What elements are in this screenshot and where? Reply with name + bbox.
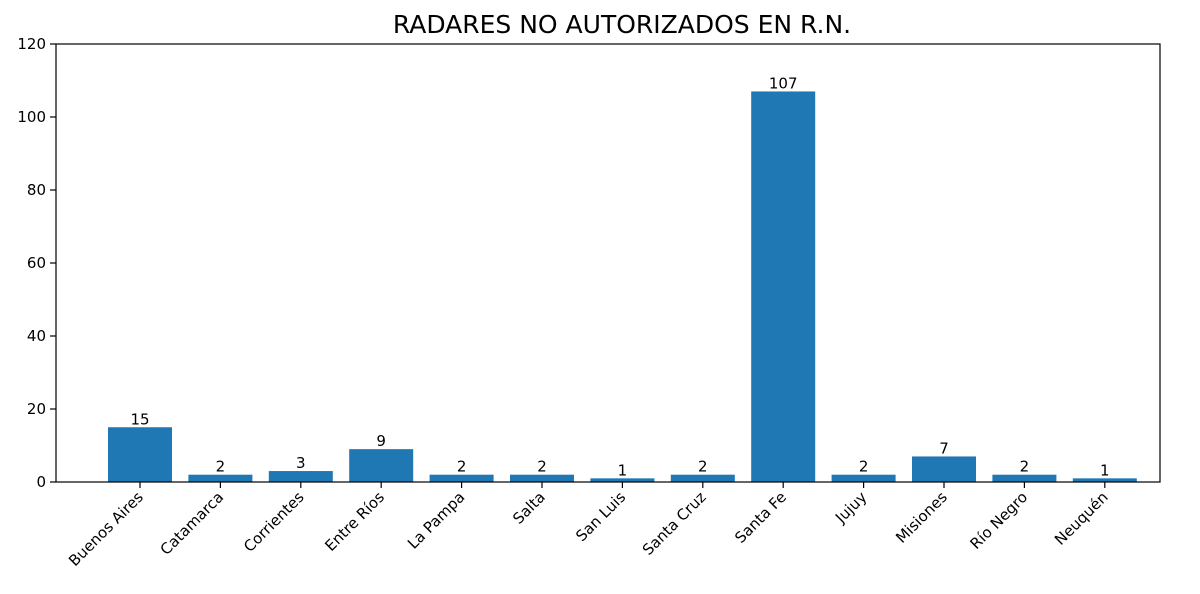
x-tick-label: Santa Cruz	[639, 488, 710, 559]
chart-title: RADARES NO AUTORIZADOS EN R.N.	[393, 10, 851, 39]
y-tick-label: 40	[27, 327, 46, 345]
y-axis: 0 20 40 60 80 100 120	[17, 35, 56, 491]
bar-value-label: 3	[296, 454, 306, 472]
plot-frame	[55, 43, 1161, 483]
bar	[992, 474, 1057, 482]
bar	[188, 474, 253, 482]
x-tick-label: Misiones	[892, 488, 951, 547]
bar	[831, 474, 896, 482]
x-tick-label: Corrientes	[240, 488, 308, 556]
x-tick-label: Santa Fe	[731, 488, 790, 547]
bar-value-label: 2	[537, 458, 547, 476]
bar	[670, 474, 735, 482]
bar-value-label: 15	[130, 410, 149, 428]
x-tick-label: Entre Ríos	[321, 488, 388, 555]
y-tick-label: 100	[17, 108, 46, 126]
x-tick-label: Salta	[509, 488, 549, 528]
bar	[1072, 478, 1137, 482]
y-tick-label: 120	[17, 35, 46, 53]
bar-value-label: 2	[859, 458, 869, 476]
bar	[510, 474, 574, 482]
x-tick-label: La Pampa	[404, 488, 469, 553]
data-labels-layer: 15 2 3 9 2 2 1 2 107 2 7 2 1	[130, 74, 1109, 479]
bar	[349, 449, 414, 482]
x-tick-label: Neuquén	[1051, 488, 1112, 549]
x-axis: Buenos Aires Catamarca Corrientes Entre Río…	[65, 482, 1112, 570]
bar-value-label: 1	[1100, 461, 1110, 479]
x-tick-label: San Luis	[572, 488, 629, 545]
y-tick-label: 80	[27, 181, 46, 199]
bar	[429, 474, 494, 482]
bar	[912, 456, 976, 482]
bar-value-label: 2	[1020, 458, 1030, 476]
y-tick-label: 0	[36, 473, 46, 491]
bar-value-label: 2	[216, 458, 226, 476]
x-tick-label: Jujuy	[831, 488, 870, 527]
x-tick-label: Catamarca	[157, 488, 228, 559]
bar	[268, 471, 333, 482]
bar	[751, 91, 816, 482]
bars-layer	[108, 91, 1137, 482]
x-tick-label: Buenos Aires	[65, 488, 147, 570]
bar-value-label: 7	[939, 439, 949, 457]
x-tick-label: Río Negro	[967, 488, 1032, 553]
y-tick-label: 20	[27, 400, 46, 418]
bar-value-label: 107	[769, 74, 798, 92]
bar-value-label: 2	[457, 458, 467, 476]
bar-value-label: 1	[618, 461, 628, 479]
bar	[590, 478, 655, 482]
bar-value-label: 2	[698, 458, 708, 476]
bar	[108, 427, 172, 482]
bar-value-label: 9	[376, 432, 386, 450]
y-tick-label: 60	[27, 254, 46, 272]
